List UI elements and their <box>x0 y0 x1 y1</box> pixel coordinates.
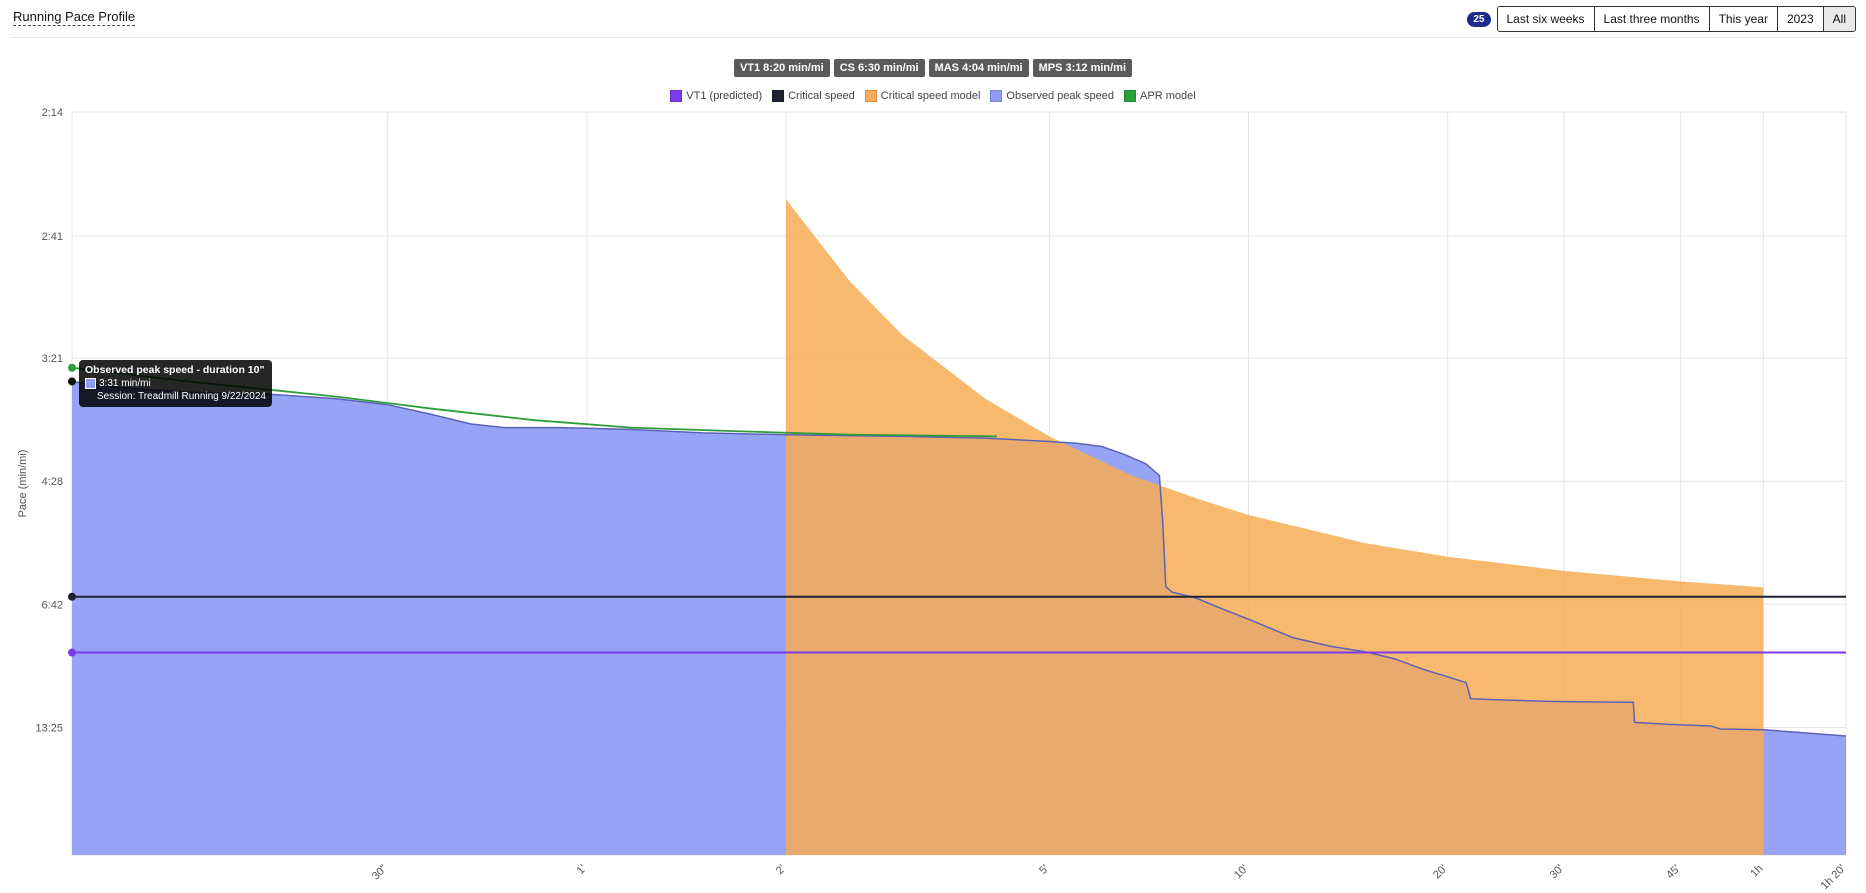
legend-label: Critical speed model <box>880 90 981 102</box>
x-tick-label: 45' <box>1664 863 1683 882</box>
cs-chip: CS 6:30 min/mi <box>833 59 925 77</box>
critical-speed-model-area <box>786 199 1764 855</box>
y-tick-label: 6:42 <box>42 599 63 611</box>
legend-item-vt1[interactable]: VT1 (predicted) <box>670 90 762 102</box>
y-tick-label: 3:21 <box>42 353 63 365</box>
tooltip-swatch <box>85 378 96 389</box>
range-button-group: Last six weeks Last three months This ye… <box>1496 6 1856 32</box>
tooltip-title: Observed peak speed - duration 10" <box>85 364 265 376</box>
observed-peak-speed-point <box>68 377 76 386</box>
threshold-chips: VT1 8:20 min/mi CS 6:30 min/mi MAS 4:04 … <box>0 59 1866 77</box>
legend-swatch <box>864 90 877 102</box>
x-tick-label: 1h <box>1748 863 1765 880</box>
vt1-chip: VT1 8:20 min/mi <box>733 59 830 77</box>
legend-item-critical-speed[interactable]: Critical speed <box>772 90 855 102</box>
tooltip-session: Session: Treadmill Running 9/22/2024 <box>97 391 266 402</box>
tooltip-value-row: 3:31 min/mi <box>85 377 266 390</box>
y-tick-label: 4:28 <box>42 476 63 488</box>
legend-label: APR model <box>1140 90 1196 102</box>
y-tick-label: 2:41 <box>42 231 63 243</box>
y-tick-label: 13:25 <box>35 722 63 734</box>
legend-label: Observed peak speed <box>1006 90 1115 102</box>
x-tick-label: 5' <box>1037 863 1051 877</box>
legend-label: Critical speed <box>788 90 855 102</box>
tooltip-value: 3:31 min/mi <box>99 378 151 389</box>
filter-all-button[interactable]: All <box>1823 7 1855 31</box>
filter-last-three-months-button[interactable]: Last three months <box>1594 7 1710 31</box>
legend-item-apr-model[interactable]: APR model <box>1124 90 1196 102</box>
mps-chip: MPS 3:12 min/mi <box>1032 59 1133 77</box>
vt1-point <box>68 648 76 657</box>
x-tick-label: 10' <box>1232 863 1251 882</box>
top-bar: Running Pace Profile 25 Last six weeks L… <box>10 0 1856 38</box>
x-tick-label: 20' <box>1431 863 1450 882</box>
critical-speed-point <box>68 592 76 601</box>
x-tick-label: 30" <box>370 863 390 883</box>
legend-swatch <box>670 90 683 102</box>
x-tick-label: 30' <box>1548 863 1567 882</box>
filter-this-year-button[interactable]: This year <box>1709 7 1778 31</box>
x-tick-label: 1h 20' <box>1819 863 1848 892</box>
legend-swatch <box>1124 90 1137 102</box>
legend-swatch <box>990 90 1003 102</box>
x-tick-label: 2' <box>774 863 788 877</box>
apr-model-point <box>68 363 76 372</box>
chart-legend: VT1 (predicted) Critical speed Critical … <box>0 90 1866 102</box>
legend-item-critical-speed-model[interactable]: Critical speed model <box>864 90 981 102</box>
legend-item-observed-peak-speed[interactable]: Observed peak speed <box>990 90 1114 102</box>
filter-2023-button[interactable]: 2023 <box>1777 7 1824 31</box>
date-filter-group: 25 Last six weeks Last three months This… <box>1467 6 1856 32</box>
chart-tooltip: Observed peak speed - duration 10" 3:31 … <box>79 360 272 407</box>
filter-last-six-weeks-button[interactable]: Last six weeks <box>1497 7 1595 31</box>
legend-swatch <box>772 90 785 102</box>
observed-peak-speed-line <box>71 380 1847 737</box>
legend-label: VT1 (predicted) <box>686 90 763 102</box>
page-title[interactable]: Running Pace Profile <box>13 9 136 26</box>
x-tick-label: 1' <box>575 863 589 877</box>
y-axis-label: Pace (min/mi) <box>17 450 29 518</box>
y-tick-label: 2:14 <box>42 107 63 119</box>
mas-chip: MAS 4:04 min/mi <box>928 59 1029 77</box>
session-count-badge: 25 <box>1467 11 1491 27</box>
